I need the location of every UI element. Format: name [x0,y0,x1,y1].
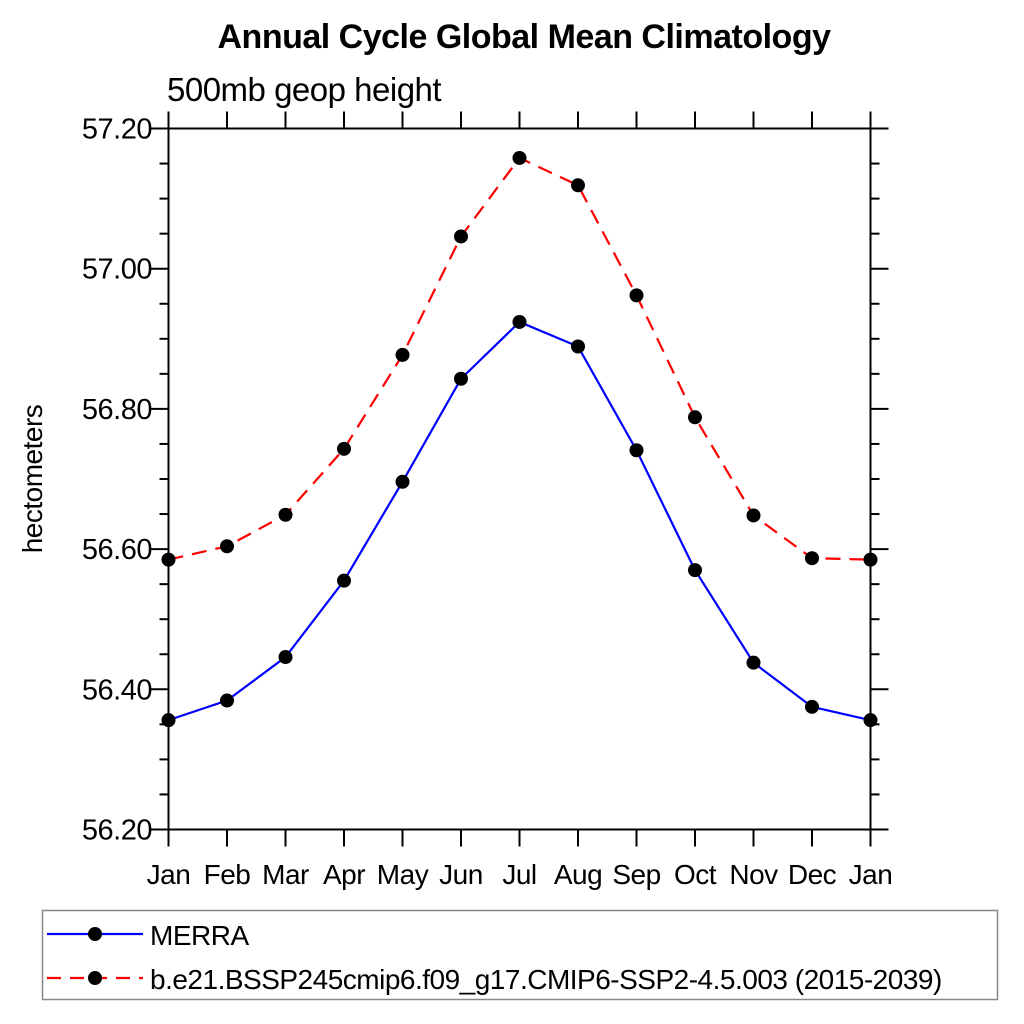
x-tick-label: Jun [439,859,483,890]
data-point-marker [571,178,585,193]
legend-swatch-marker [88,927,102,941]
data-point-marker [454,229,468,244]
data-point-marker [863,552,878,567]
chart-subtitle: 500mb geop height [167,71,441,108]
data-point-marker [571,339,585,354]
x-tick-label: Jan [147,859,191,890]
data-point-marker [337,573,351,588]
data-point-marker [161,552,176,567]
legend-border [41,909,999,1001]
x-tick-label: May [377,859,429,890]
data-point-marker [746,655,761,670]
data-point-marker [512,314,527,329]
data-point-marker [688,410,702,425]
data-point-marker [454,371,468,386]
y-tick-label: 56.40 [82,674,152,706]
y-axis-label: hectometers [17,405,48,554]
data-point-marker [746,508,761,523]
y-tick-label: 56.20 [82,815,152,847]
legend-item-label: b.e21.BSSP245cmip6.f09_g17.CMIP6-SSP2-4.… [150,964,942,995]
x-tick-label: Aug [554,859,602,890]
data-point-marker [220,693,234,708]
data-point-marker [629,443,644,458]
plot-frame [167,127,872,831]
y-tick-label: 56.60 [82,534,152,566]
x-tick-label: Dec [788,859,837,890]
legend-box: MERRA b.e21.BSSP245cmip6.f09_g17.CMIP6-SS… [41,909,999,1001]
data-point-marker [805,551,819,566]
x-tick-label: Feb [204,859,251,890]
data-point-marker [805,699,819,714]
x-tick-label: Sep [612,859,660,890]
data-point-marker [278,507,293,522]
x-tick-label: Mar [262,859,309,890]
y-tick-label: 57.00 [82,254,152,286]
data-point-marker [395,347,410,362]
series-line-merra [168,320,871,722]
data-point-marker [337,441,351,456]
data-point-marker [512,150,527,165]
legend-swatch-marker [88,971,102,985]
plot-series [161,150,878,728]
y-tick-label: 56.80 [82,394,152,426]
data-point-marker [395,474,410,489]
x-tick-label: Nov [729,859,778,890]
x-tick-label: Oct [674,859,717,890]
data-point-marker [278,650,293,665]
chart-title: Annual Cycle Global Mean Climatology [218,18,832,56]
data-point-marker [220,539,234,554]
x-tick-label: Jul [502,859,536,890]
legend-item-label: MERRA [150,920,249,951]
x-tick-label: Jan [849,859,893,890]
x-tick-label: Apr [323,859,365,890]
y-tick-label: 57.20 [82,114,152,146]
series-line-model [168,156,871,561]
data-point-marker [688,563,702,578]
data-point-marker [161,713,176,728]
data-point-marker [863,713,878,728]
data-point-marker [629,288,644,303]
plot-axes: 56.20 56.40 56.60 56.80 57.00 57.20 Jan Feb Mar A… [82,111,893,890]
